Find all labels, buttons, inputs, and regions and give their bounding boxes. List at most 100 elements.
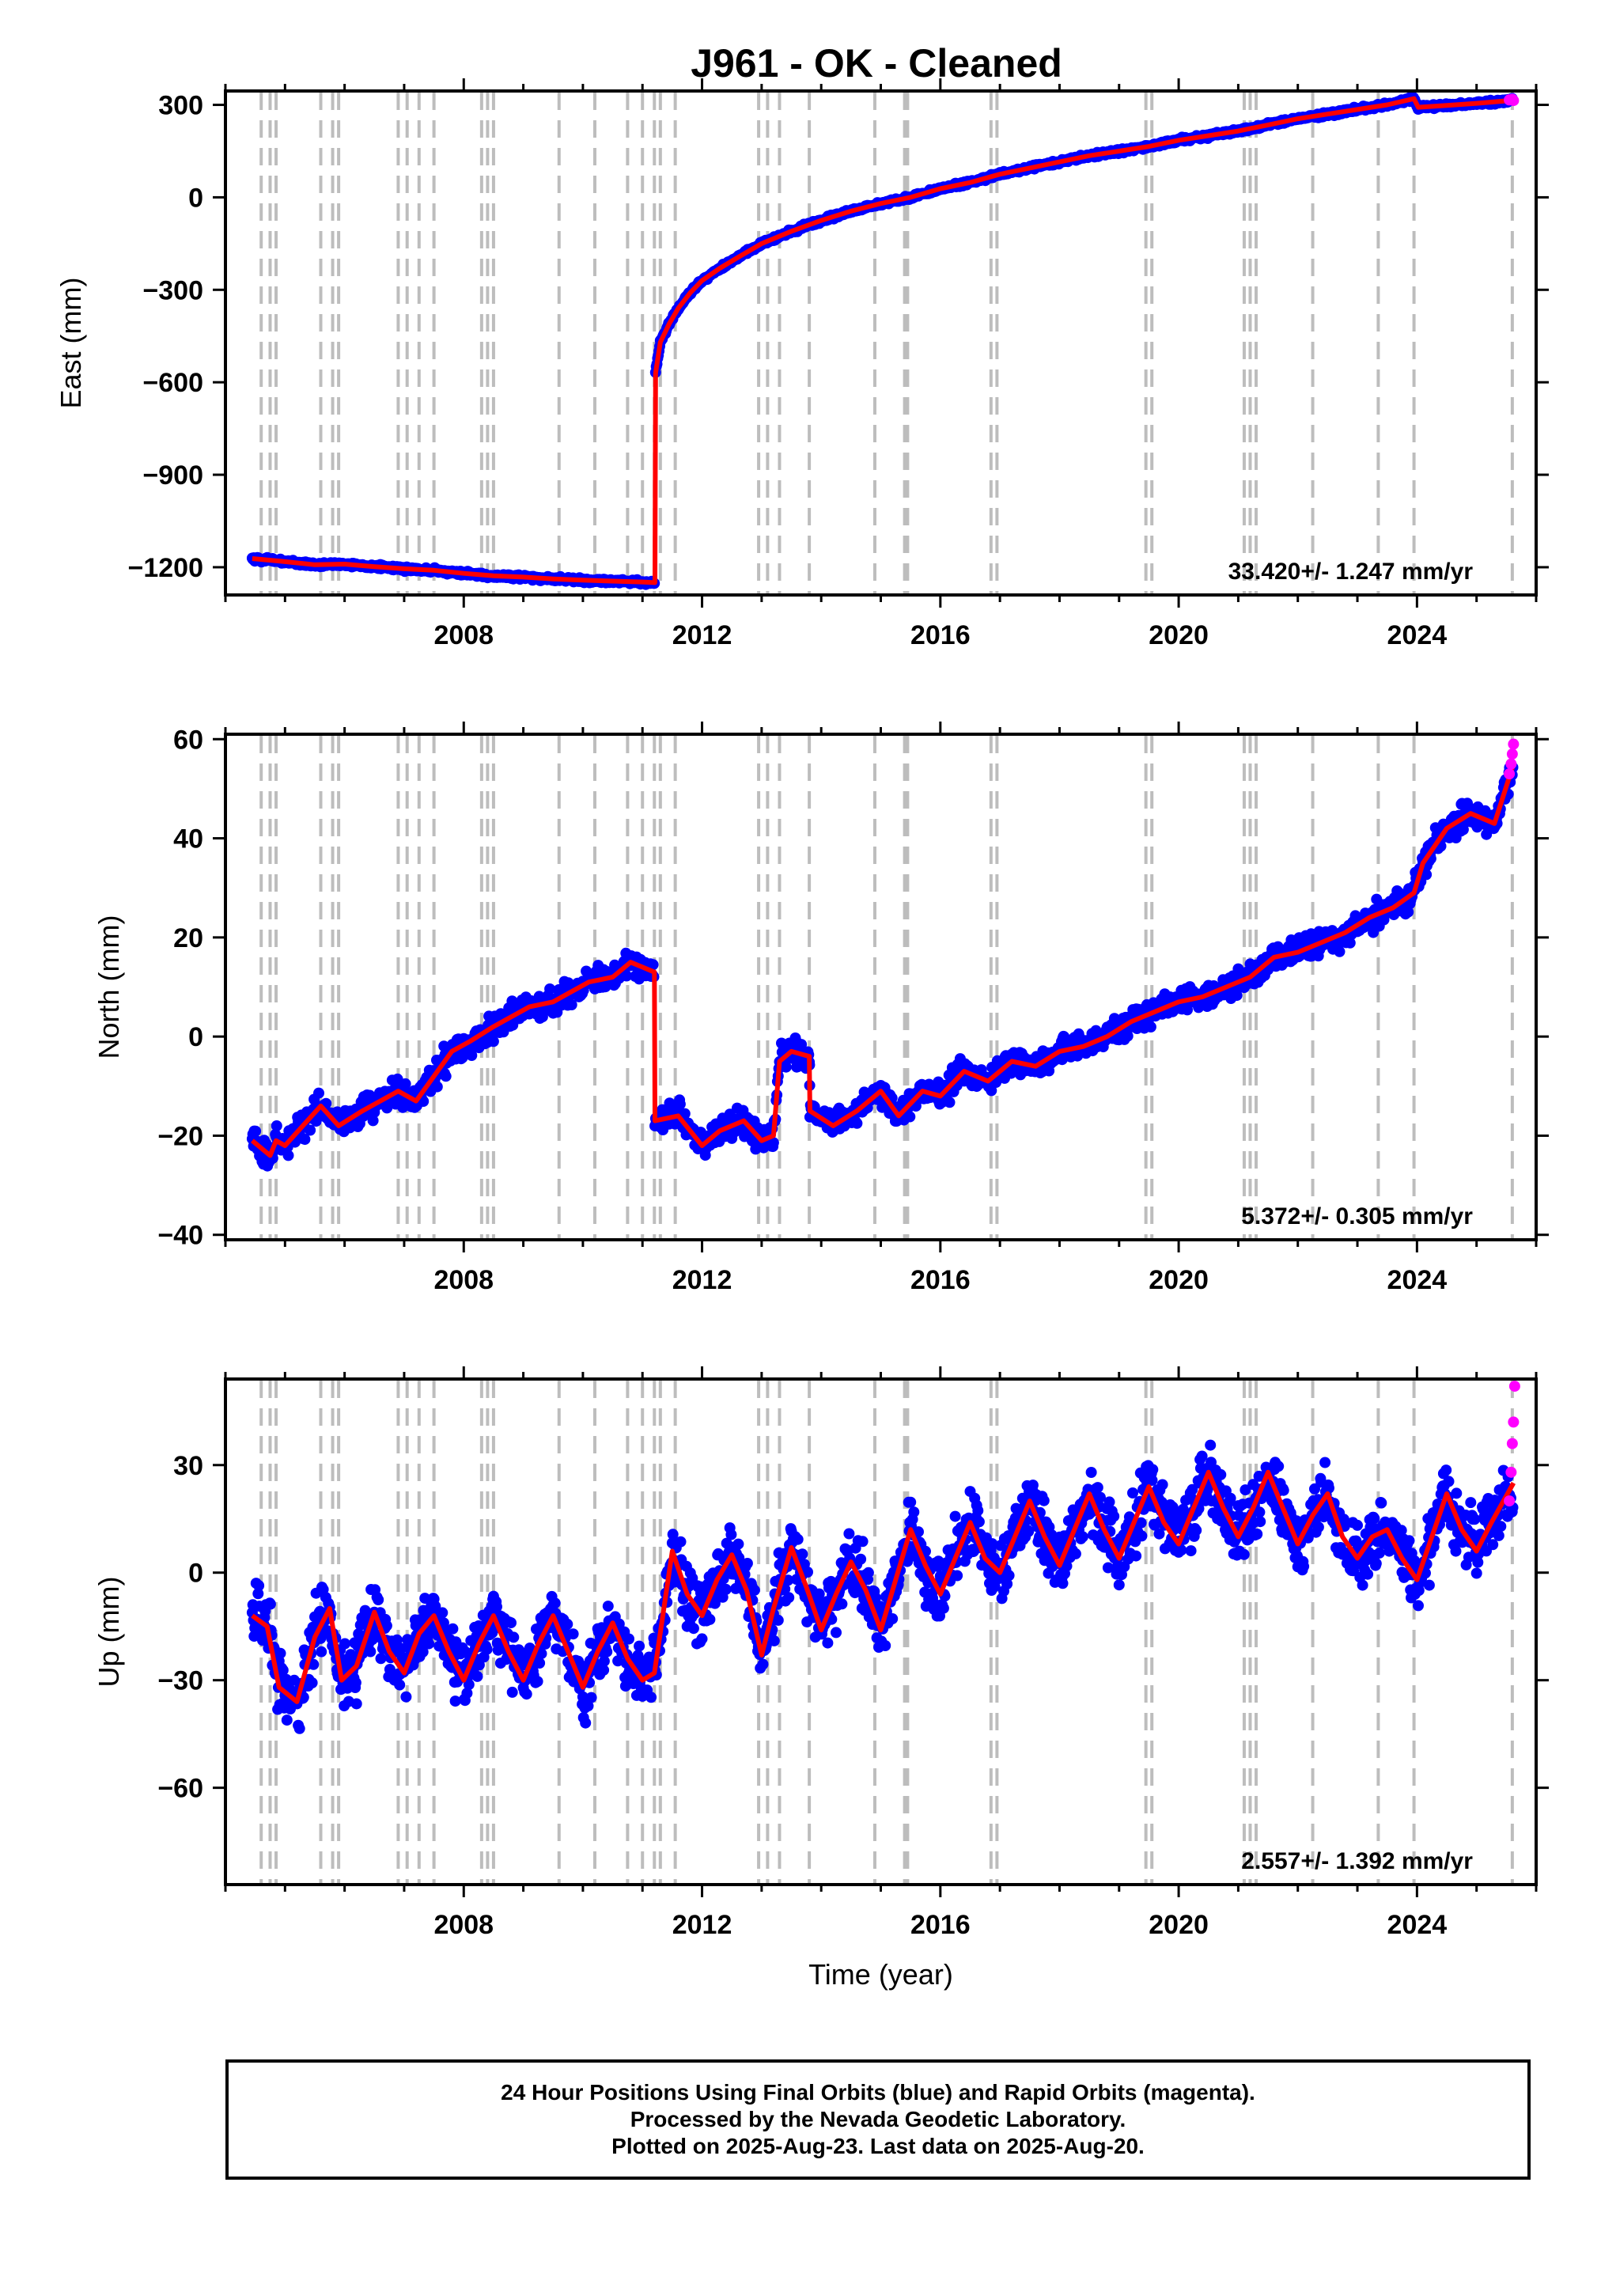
north-point <box>399 1078 411 1089</box>
east-y-tick-label: −1200 <box>128 553 204 583</box>
north-point <box>271 1120 282 1131</box>
north-y-tick-label: 0 <box>188 1022 203 1052</box>
up-point <box>792 1533 804 1545</box>
up-point <box>506 1686 518 1698</box>
up-point <box>532 1676 543 1688</box>
north-y-tick-label: 60 <box>173 725 203 755</box>
up-point <box>623 1633 634 1645</box>
up-point <box>274 1647 286 1659</box>
north-point <box>440 1070 452 1082</box>
north-point <box>282 1150 294 1161</box>
up-point <box>350 1698 362 1710</box>
up-point <box>449 1695 461 1707</box>
up-point <box>725 1529 737 1540</box>
up-point <box>481 1643 493 1655</box>
up-point <box>316 1646 327 1658</box>
up-point <box>447 1623 459 1635</box>
up-point <box>783 1592 795 1604</box>
up-point <box>281 1714 293 1726</box>
east-x-tick-label: 2012 <box>672 620 732 650</box>
up-point <box>748 1584 760 1596</box>
east-x-tick-label: 2020 <box>1149 620 1209 650</box>
panels: 2008 2012 2016 2020 2024 −1200 −900 −600 −300 0 30… <box>55 78 1549 1991</box>
east-y-tick-label: −600 <box>142 368 203 398</box>
north-point <box>431 1081 443 1093</box>
up-point <box>471 1670 483 1682</box>
north-point <box>299 1134 311 1146</box>
up-data-points <box>246 1439 1519 1734</box>
north-point <box>1122 1030 1134 1042</box>
up-point <box>696 1633 708 1645</box>
up-point <box>394 1679 406 1691</box>
up-point <box>580 1717 592 1729</box>
north-point <box>851 1117 863 1129</box>
north-y-tick-label: −40 <box>157 1221 203 1251</box>
east-y-tick-label: −900 <box>142 460 203 491</box>
up-point <box>306 1677 318 1688</box>
north-data-points <box>246 761 1519 1172</box>
up-point <box>423 1638 435 1650</box>
up-point <box>675 1536 687 1548</box>
east-x-tick-label: 2008 <box>433 620 494 650</box>
east-rapid-point <box>1508 95 1520 107</box>
north-x-tick-label: 2020 <box>1149 1265 1209 1295</box>
up-point <box>634 1640 645 1652</box>
up-point <box>704 1613 716 1625</box>
up-point <box>400 1691 412 1703</box>
up-point <box>567 1628 579 1640</box>
up-point <box>602 1601 614 1612</box>
north-x-tick-label: 2016 <box>910 1265 971 1295</box>
east-y-tick-label: 300 <box>158 91 203 121</box>
east-x-tick-label: 2024 <box>1387 620 1448 650</box>
up-point <box>534 1658 546 1669</box>
up-point <box>375 1653 387 1665</box>
up-point <box>505 1617 517 1629</box>
up-point <box>598 1655 610 1667</box>
up-point <box>768 1635 780 1646</box>
north-point <box>250 1125 262 1137</box>
north-model-line <box>250 763 1516 1158</box>
panel-east: 2008 2012 2016 2020 2024 −1200 −900 −600 −300 0 30… <box>55 78 1549 650</box>
north-point <box>305 1124 316 1136</box>
up-point <box>831 1627 842 1639</box>
up-point <box>720 1583 732 1595</box>
figure-title: J961 - OK - Cleaned <box>691 41 1062 85</box>
north-rapid-point <box>1506 748 1518 760</box>
east-rate-label: 33.420+/- 1.247 mm/yr <box>1228 559 1474 585</box>
up-point <box>264 1598 276 1610</box>
up-point <box>339 1638 350 1650</box>
up-point <box>687 1623 699 1635</box>
up-point <box>585 1692 597 1703</box>
up-point <box>741 1558 753 1569</box>
north-x-tick-label: 2008 <box>433 1265 494 1295</box>
north-point <box>367 1115 379 1127</box>
up-point <box>365 1646 377 1658</box>
north-y-tick-label: 40 <box>173 824 203 854</box>
east-y-tick-label: −300 <box>142 275 203 305</box>
north-point <box>944 1097 956 1108</box>
north-point <box>1334 945 1346 957</box>
up-point <box>293 1722 305 1734</box>
up-point <box>562 1618 573 1630</box>
east-x-tick-label: 2016 <box>910 620 971 650</box>
north-point <box>313 1087 324 1099</box>
up-point <box>373 1594 384 1605</box>
north-y-tick-label: 20 <box>173 923 203 953</box>
east-y-axis-label: East (mm) <box>55 278 87 409</box>
north-point <box>1145 1021 1156 1032</box>
east-model-line <box>252 96 1514 585</box>
up-point <box>732 1538 744 1550</box>
east-y-tick-label: 0 <box>188 183 203 213</box>
up-point <box>772 1614 784 1626</box>
up-point <box>520 1688 532 1700</box>
east-data-points <box>246 92 1519 590</box>
north-frame <box>224 733 1538 1241</box>
up-point <box>645 1692 657 1703</box>
north-rate-label: 5.372+/- 0.305 mm/yr <box>1241 1203 1473 1229</box>
up-point <box>601 1646 613 1658</box>
north-rapid-point <box>1505 758 1517 770</box>
north-y-tick-label: −20 <box>157 1121 203 1151</box>
